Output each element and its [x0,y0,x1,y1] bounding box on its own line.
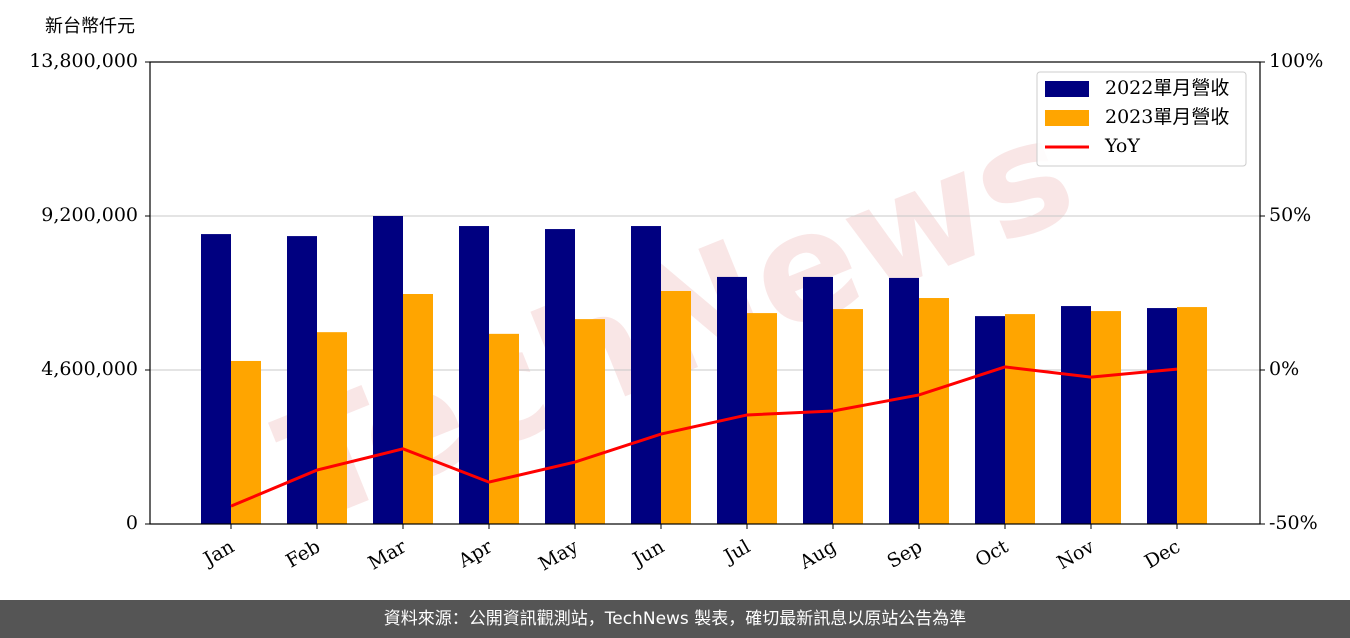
x-tick-label: Dec [1141,536,1184,574]
bar [1091,311,1121,524]
x-tick-label: Jan [198,536,238,572]
bar [1005,314,1035,524]
bar [1147,308,1177,524]
bar [803,276,833,524]
y-axis-label: 新台幣仟元 [45,16,135,37]
x-tick-label: Apr [454,535,497,572]
x-tick-label: Mar [364,535,410,574]
bar [459,226,489,525]
line [230,365,1178,508]
bar [575,319,605,524]
bar [919,298,949,524]
bar [747,313,777,524]
y2-tick-label: 0% [1269,358,1299,380]
y-tick-label: 0 [126,512,138,534]
y-tick-label: 13,800,000 [29,50,138,72]
plot-frame [149,61,1261,525]
bar [717,276,747,524]
legend-label: 2022單月營收 [1105,77,1229,99]
y2-tick-label: 50% [1269,204,1311,226]
bar [201,234,231,525]
bar [975,316,1005,524]
y-tick-label: 4,600,000 [41,358,138,380]
x-tick-label: Nov [1053,535,1098,574]
x-tick-label: Oct [972,535,1013,571]
footer: 資料來源：公開資訊觀測站，TechNews 製表，確切最新訊息以原站公告為準 [0,600,1350,638]
x-tick-label: Aug [795,536,840,575]
legend-box [1036,71,1247,167]
legend-swatch [1045,81,1089,97]
bar [833,309,863,524]
legend-swatch [1045,110,1089,126]
bar [403,294,433,524]
bar [317,332,347,524]
bar [1061,306,1091,524]
y-tick-label: 9,200,000 [41,204,138,226]
bar [489,333,519,524]
x-tick-label: Sep [883,536,926,573]
bar [545,229,575,524]
chart: 新台幣仟元 TechNews 04,600,0009,200,00013,800… [29,16,1323,575]
y2-tick-label: 100% [1269,50,1323,72]
y2-tick-label: -50% [1269,512,1318,534]
x-tick-label: Jul [719,536,754,569]
legend-label: 2023單月營收 [1105,106,1229,128]
bar [661,290,691,524]
bar [631,226,661,525]
x-tick-label: May [535,535,582,575]
legend-label: YoY [1104,135,1140,157]
x-tick-label: Jun [627,536,668,572]
bar [1177,307,1207,524]
bar [373,216,403,524]
